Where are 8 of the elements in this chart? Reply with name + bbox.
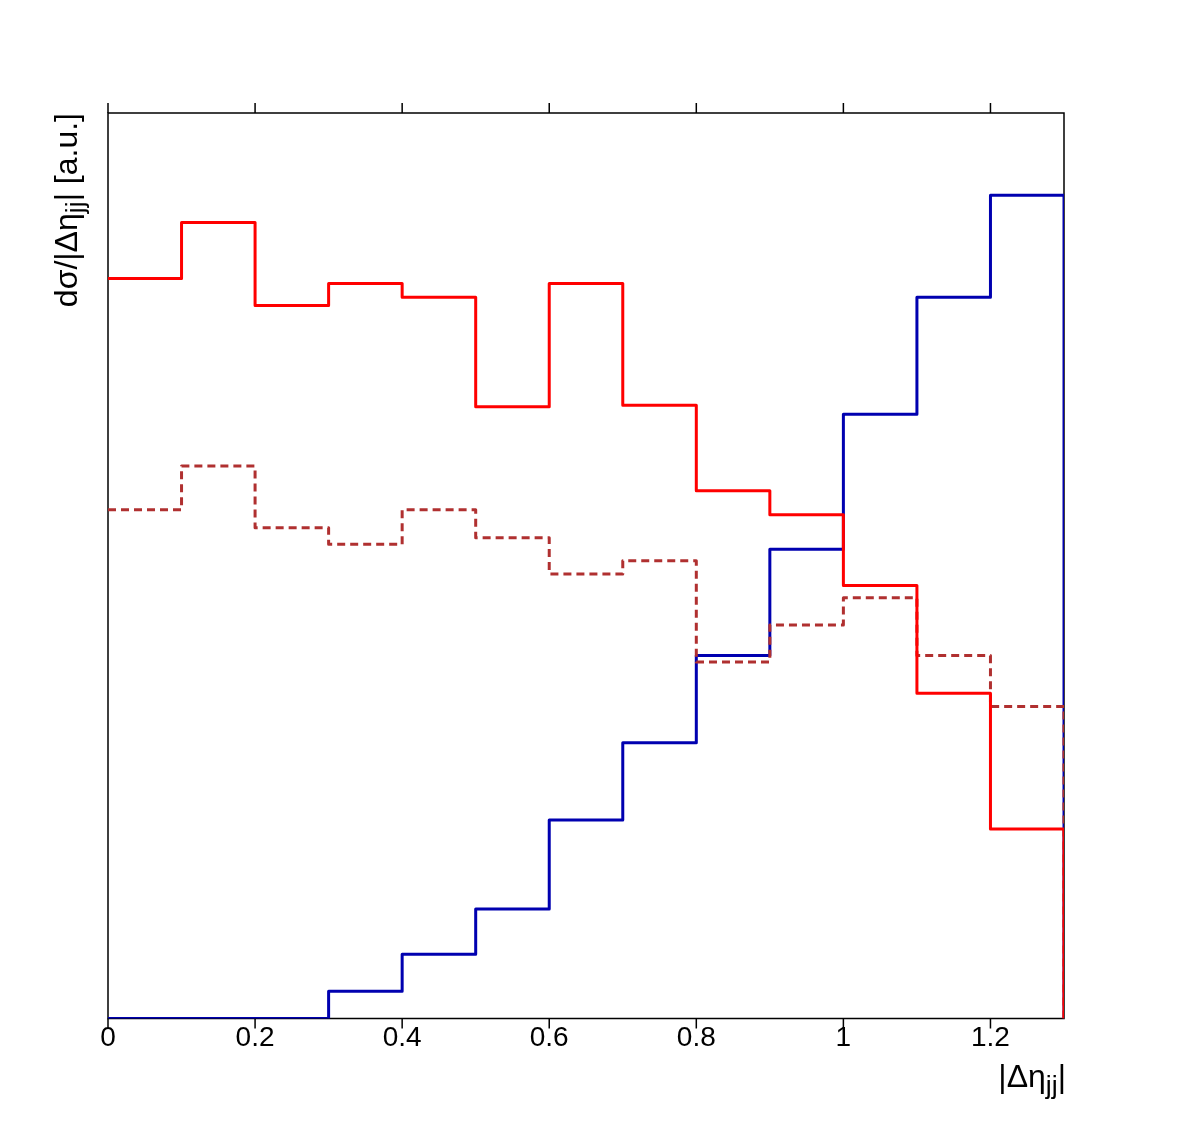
x-tick-label: 0.6 xyxy=(529,1020,569,1052)
x-tick-label: 0.2 xyxy=(235,1020,275,1052)
x-tick-label: 1.2 xyxy=(970,1020,1010,1052)
x-tick-label: 1 xyxy=(835,1020,852,1052)
x-tick-label: 0 xyxy=(100,1020,116,1052)
x-tick-label: 0.8 xyxy=(676,1020,716,1052)
x-tick-label: 0.4 xyxy=(382,1020,422,1052)
x-axis-title: |Δη$_{jj}$| xyxy=(998,1058,1066,1102)
